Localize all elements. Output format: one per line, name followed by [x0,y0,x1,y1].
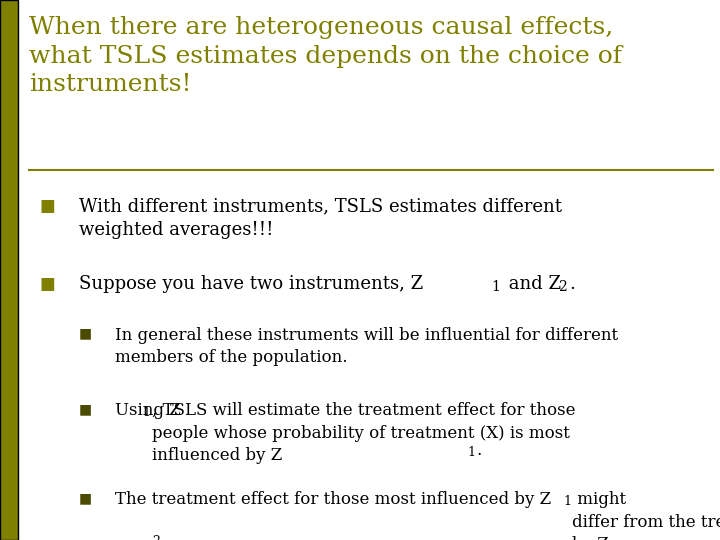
Text: 2: 2 [558,280,567,294]
Text: 1: 1 [467,446,475,459]
Text: The treatment effect for those most influenced by Z: The treatment effect for those most infl… [115,491,552,508]
Text: 1: 1 [563,495,571,508]
Text: ■: ■ [40,275,55,293]
Text: With different instruments, TSLS estimates different
weighted averages!!!: With different instruments, TSLS estimat… [79,197,562,239]
Text: ■: ■ [79,491,92,505]
Text: .: . [162,531,167,540]
FancyBboxPatch shape [0,0,18,540]
Text: Suppose you have two instruments, Z: Suppose you have two instruments, Z [79,275,423,293]
Text: 1: 1 [491,280,500,294]
Text: ■: ■ [79,327,92,341]
Text: Using Z: Using Z [115,402,181,419]
Text: .: . [477,442,482,459]
Text: , TSLS will estimate the treatment effect for those
people whose probability of : , TSLS will estimate the treatment effec… [152,402,575,464]
Text: 1: 1 [143,406,150,419]
Text: and Z: and Z [503,275,561,293]
Text: When there are heterogeneous causal effects,
what TSLS estimates depends on the : When there are heterogeneous causal effe… [29,16,622,96]
Text: .: . [570,275,575,293]
Text: In general these instruments will be influential for different
members of the po: In general these instruments will be inf… [115,327,618,366]
Text: ■: ■ [40,197,55,215]
Text: might
differ from the treatment effect for those most influenced
by Z: might differ from the treatment effect f… [572,491,720,540]
Text: ■: ■ [79,402,92,416]
Text: 2: 2 [153,535,161,540]
